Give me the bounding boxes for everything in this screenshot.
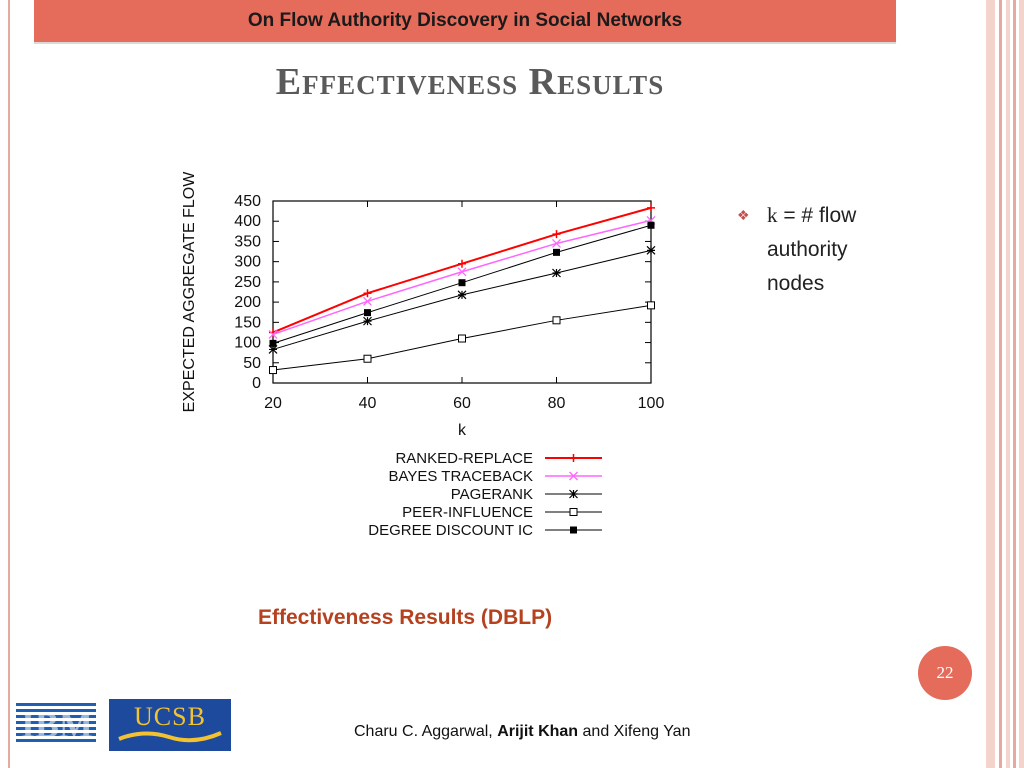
data-point-pagerank xyxy=(552,268,561,278)
right-border-stripe xyxy=(1006,0,1010,768)
data-point-bayes-traceback xyxy=(457,267,467,277)
legend-label-ranked-replace: RANKED-REPLACE xyxy=(395,450,533,467)
data-point-degree-discount-ic xyxy=(553,248,560,256)
series-line-bayes-traceback xyxy=(272,219,652,336)
y-tick-label: 150 xyxy=(234,314,261,331)
right-border-stripe xyxy=(1013,0,1016,768)
data-point-degree-discount-ic xyxy=(458,279,466,287)
y-tick-label: 100 xyxy=(234,335,261,352)
bullet-k: k xyxy=(767,203,778,227)
x-axis-label: k xyxy=(458,422,467,439)
data-point-ranked-replace xyxy=(363,289,372,298)
left-border-rule xyxy=(8,0,10,768)
series-line-ranked-replace xyxy=(272,206,652,334)
x-tick-label: 40 xyxy=(359,395,377,412)
ucsb-logo: UCSB xyxy=(109,699,231,751)
ucsb-logo-text: UCSB xyxy=(134,702,206,731)
y-tick-label: 200 xyxy=(234,294,261,311)
data-point-peer-influence xyxy=(552,316,561,325)
y-tick-label: 50 xyxy=(243,355,261,372)
page-number-badge: 22 xyxy=(918,646,972,700)
legend-marker-pagerank xyxy=(569,489,578,499)
bullet-text: k = # flow authority nodes xyxy=(767,198,897,301)
footer-bold-author: Arijit Khan xyxy=(497,723,579,740)
diamond-bullet-icon: ❖ xyxy=(737,207,750,223)
chart-caption: Effectiveness Results (DBLP) xyxy=(258,606,553,629)
y-tick-label: 0 xyxy=(252,375,261,392)
legend-marker-bayes-traceback xyxy=(569,471,578,481)
data-point-degree-discount-ic xyxy=(269,339,277,347)
data-point-ranked-replace xyxy=(552,230,561,239)
data-point-bayes-traceback xyxy=(363,296,372,306)
chart: 0 50 100 150 200 250 300 350 400 450 20 40 60 80 100 k E… xyxy=(181,171,665,539)
ucsb-wave-icon xyxy=(118,731,222,743)
y-tick-label: 250 xyxy=(234,274,261,291)
legend-label-degree-discount-ic: DEGREE DISCOUNT IC xyxy=(368,522,533,539)
legend-marker-ranked-replace xyxy=(569,454,578,462)
data-point-ranked-replace xyxy=(458,259,466,268)
y-tick-label: 450 xyxy=(234,193,261,210)
data-point-ranked-replace xyxy=(647,203,655,212)
y-axis-label: EXPECTED AGGREGATE FLOW xyxy=(181,171,198,413)
data-point-degree-discount-ic xyxy=(364,309,371,317)
x-tick-label: 100 xyxy=(638,395,665,412)
x-tick-label: 80 xyxy=(548,395,566,412)
data-point-peer-influence xyxy=(269,366,277,375)
y-tick-label: 350 xyxy=(234,233,261,250)
header-bar: On Flow Authority Discovery in Social Ne… xyxy=(34,0,896,44)
slide-title: Effectiveness Results xyxy=(275,61,665,103)
ibm-logo-text: IBM xyxy=(21,705,93,745)
ibm-logo: IBM xyxy=(16,703,96,745)
right-border-stripe xyxy=(999,0,1002,768)
data-point-pagerank xyxy=(646,245,656,255)
data-point-bayes-traceback xyxy=(268,330,278,339)
legend-marker-degree-discount-ic xyxy=(570,526,577,534)
legend-label-peer-influence: PEER-INFLUENCE xyxy=(402,504,533,521)
footer-suffix: and Xifeng Yan xyxy=(578,723,691,740)
y-tick-label: 300 xyxy=(234,254,261,271)
data-point-peer-influence xyxy=(458,334,466,343)
data-point-pagerank xyxy=(363,316,372,326)
y-tick-label: 400 xyxy=(234,213,261,230)
data-point-peer-influence xyxy=(647,301,655,310)
right-border-stripe xyxy=(1019,0,1024,768)
data-point-pagerank xyxy=(457,290,467,300)
footer-prefix: Charu C. Aggarwal, xyxy=(354,723,498,740)
header-title: On Flow Authority Discovery in Social Ne… xyxy=(247,10,683,31)
data-point-pagerank xyxy=(268,345,278,354)
legend-marker-peer-influence xyxy=(569,508,578,516)
data-point-peer-influence xyxy=(363,354,372,363)
footer-authors: Charu C. Aggarwal, Arijit Khan and Xifen… xyxy=(354,723,690,741)
legend-label-pagerank: PAGERANK xyxy=(451,486,533,503)
legend-label-bayes-traceback: BAYES TRACEBACK xyxy=(389,468,534,485)
data-point-degree-discount-ic xyxy=(647,221,655,229)
bullet-rest: = # flow authority nodes xyxy=(767,204,857,295)
x-tick-label: 20 xyxy=(264,395,282,412)
right-border-stripe xyxy=(986,0,995,768)
x-tick-label: 60 xyxy=(453,395,471,412)
page-number: 22 xyxy=(936,663,954,682)
data-point-bayes-traceback xyxy=(552,239,561,248)
